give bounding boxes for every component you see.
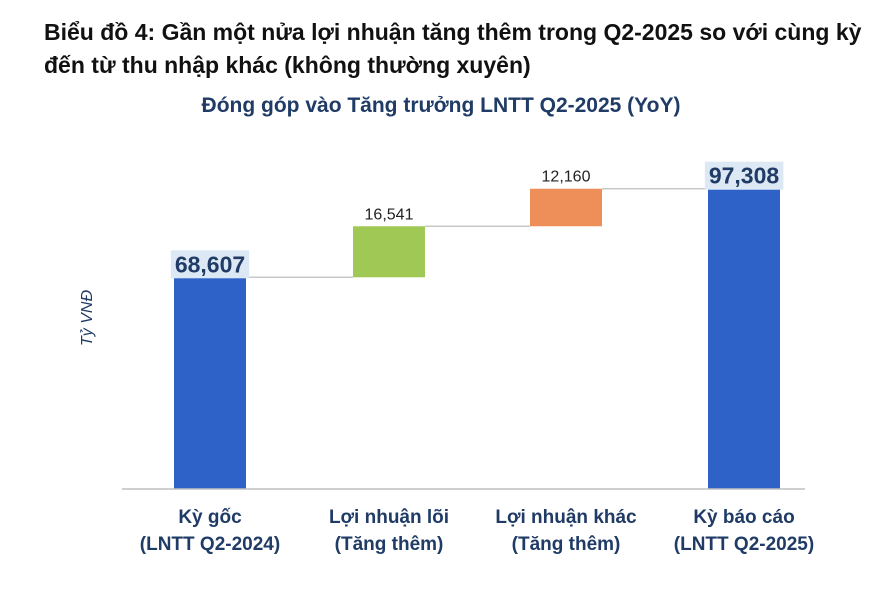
data-label-bg-1	[170, 250, 250, 279]
y-axis-label: Tỷ VNĐ	[79, 290, 96, 346]
data-label-1: 68,607	[175, 251, 245, 277]
category-label-2-line-2: (Tăng thêm)	[335, 534, 444, 555]
chart-title: Đóng góp vào Tăng trưởng LNTT Q2-2025 (Y…	[201, 94, 681, 117]
data-labels: 68,607 16,541 12,160 97,308	[170, 161, 784, 279]
category-label-3-line-1: Lợi nhuận khác	[495, 507, 637, 528]
category-label-4-line-1: Kỳ báo cáo	[693, 507, 794, 528]
category-label-1-line-1: Kỳ gốc	[178, 507, 242, 528]
chart-heading-text: Gần một nửa lợi nhuận tăng thêm trong Q2…	[44, 19, 862, 78]
data-label-2: 16,541	[365, 206, 414, 223]
bars	[174, 188, 780, 489]
bar-1	[174, 277, 246, 489]
bar-3	[530, 188, 602, 227]
data-label-3: 12,160	[542, 169, 591, 186]
category-label-1-line-2: (LNTT Q2-2024)	[140, 534, 280, 555]
chart-number: Biểu đồ 4:	[44, 19, 156, 45]
category-label-3-line-2: (Tăng thêm)	[512, 534, 621, 555]
chart-heading: Biểu đồ 4: Gần một nửa lợi nhuận tăng th…	[44, 16, 864, 82]
connector-lines	[246, 187, 708, 279]
data-label-bg-4	[704, 161, 784, 190]
data-label-4: 97,308	[709, 163, 780, 189]
bar-2	[353, 226, 425, 278]
category-label-2-line-1: Lợi nhuận lõi	[329, 507, 449, 528]
category-label-4-line-2: (LNTT Q2-2025)	[674, 534, 814, 555]
category-labels: Kỳ gốc (LNTT Q2-2024) Lợi nhuận lõi (Tăng t…	[140, 507, 814, 555]
bar-4	[708, 188, 780, 489]
